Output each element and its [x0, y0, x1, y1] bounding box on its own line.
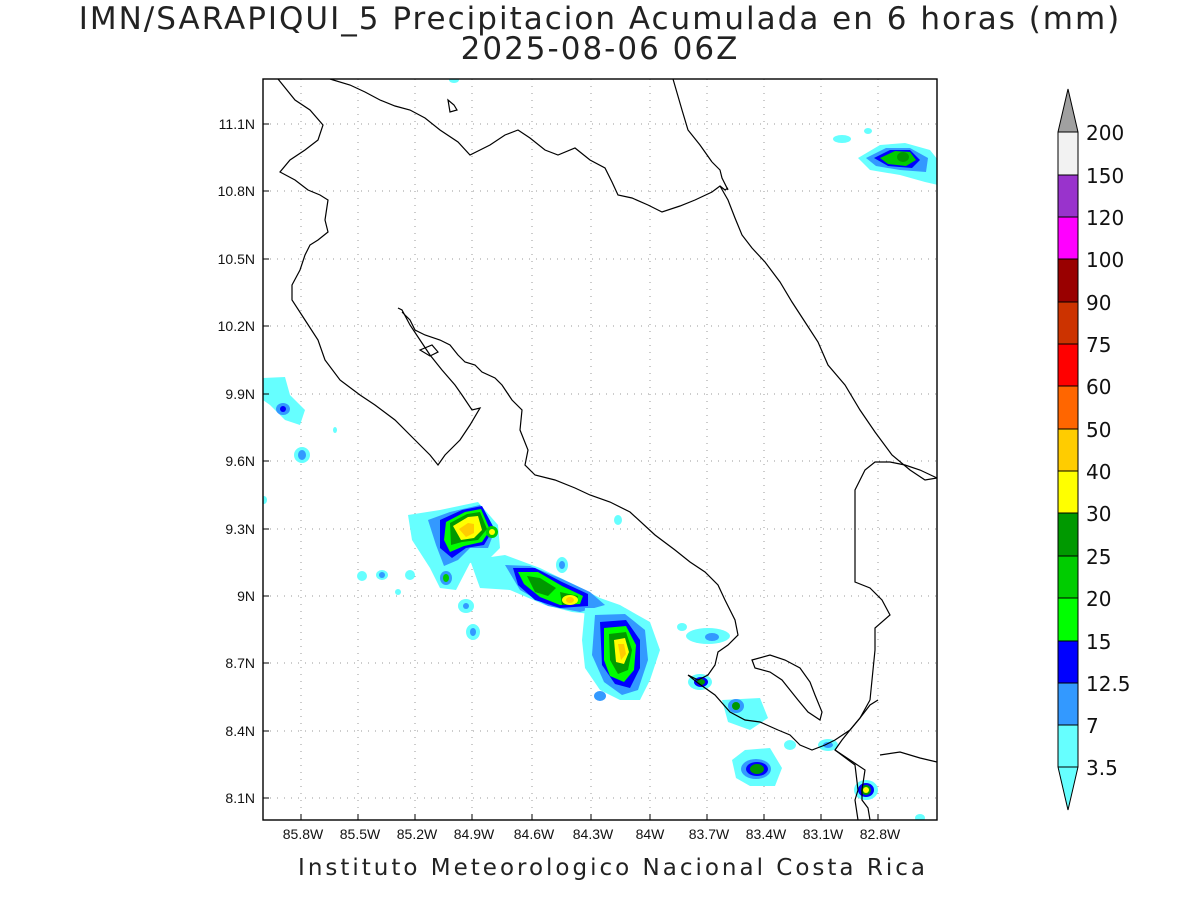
- colorbar-swatch: [1058, 344, 1078, 386]
- colorbar-label: 12.5: [1086, 672, 1131, 696]
- colorbar-label: 7: [1086, 714, 1099, 738]
- colorbar-swatch: [1058, 175, 1078, 217]
- colorbar-label: 40: [1086, 460, 1111, 484]
- colorbar-label: 3.5: [1086, 756, 1118, 780]
- precip-cell-nicoya: [408, 502, 500, 590]
- lat-label: 11.1N: [219, 116, 255, 132]
- colorbar-label: 90: [1086, 291, 1111, 315]
- colorbar-label: 15: [1086, 630, 1111, 654]
- colorbar-low-triangle: [1058, 767, 1078, 810]
- lon-label: 85.5W: [340, 826, 381, 842]
- colorbar-swatch: [1058, 683, 1078, 725]
- colorbar-swatch: [1058, 471, 1078, 513]
- tick-marks: [263, 123, 879, 820]
- lon-label: 85.8W: [283, 826, 324, 842]
- colorbar-swatch: [1058, 725, 1078, 767]
- colorbar-label: 30: [1086, 502, 1111, 526]
- lat-label: 10.8N: [218, 183, 255, 199]
- colorbar-label: 60: [1086, 375, 1111, 399]
- colorbar-high-triangle: [1058, 89, 1078, 132]
- precip-cell-osa: [677, 623, 925, 820]
- lat-label: 8.4N: [225, 723, 255, 739]
- plot-frame: [262, 78, 938, 821]
- lat-label: 10.5N: [218, 251, 255, 267]
- colorbar: 3.5 7 12.5 15 20 25 30 40 50 60 75 90 10…: [1057, 88, 1131, 811]
- colorbar-swatch: [1058, 259, 1078, 302]
- lat-label: 9.9N: [225, 386, 255, 402]
- colorbar-swatch: [1058, 302, 1078, 344]
- lon-label: 83.1W: [803, 826, 844, 842]
- lat-label: 8.1N: [225, 790, 255, 806]
- colorbar-label: 75: [1086, 333, 1111, 357]
- map-grid: [263, 79, 937, 820]
- lon-label: 84.3W: [573, 826, 614, 842]
- colorbar-label: 150: [1086, 164, 1124, 188]
- lon-label: 83.4W: [746, 826, 787, 842]
- lon-label: 84W: [636, 826, 666, 842]
- footer-credit: Instituto Meteorologico Nacional Costa R…: [298, 855, 928, 881]
- precipitation-fields: [263, 79, 937, 820]
- colorbar-swatch: [1058, 429, 1078, 471]
- lon-label: 83.7W: [689, 826, 730, 842]
- map-title: IMN/SARAPIQUI_5 Precipitacion Acumulada …: [78, 1, 1122, 37]
- lat-label: 10.2N: [218, 318, 255, 334]
- colorbar-swatch: [1058, 132, 1078, 175]
- colorbar-swatch: [1058, 386, 1078, 429]
- longitude-labels: 85.8W 85.5W 85.2W 84.9W 84.6W 84.3W 84W …: [283, 826, 901, 842]
- colorbar-swatch: [1058, 513, 1078, 556]
- colorbar-swatch: [1058, 598, 1078, 641]
- lon-label: 82.8W: [860, 826, 901, 842]
- colorbar-label: 120: [1086, 206, 1124, 230]
- colorbar-label: 200: [1086, 121, 1124, 145]
- latitude-labels: 11.1N 10.8N 10.5N 10.2N 9.9N 9.6N 9.3N 9…: [218, 116, 255, 806]
- colorbar-label: 25: [1086, 545, 1111, 569]
- lon-label: 84.9W: [454, 826, 495, 842]
- lat-label: 8.7N: [225, 655, 255, 671]
- lon-label: 85.2W: [397, 826, 438, 842]
- colorbar-label: 50: [1086, 418, 1111, 442]
- precip-cell-quepos: [582, 608, 660, 701]
- colorbar-swatch: [1058, 641, 1078, 683]
- lon-label: 84.6W: [514, 826, 555, 842]
- lat-label: 9.6N: [225, 453, 255, 469]
- map-valid-time: 2025-08-06 06Z: [460, 31, 740, 67]
- lat-label: 9.3N: [225, 521, 255, 537]
- precip-cell-west: [263, 79, 659, 656]
- colorbar-label: 20: [1086, 587, 1111, 611]
- colorbar-label: 100: [1086, 248, 1124, 272]
- colorbar-swatch: [1058, 556, 1078, 598]
- lat-label: 9N: [237, 588, 255, 604]
- coastlines: [277, 79, 937, 820]
- precip-cell-central-pacific: [470, 555, 632, 615]
- precip-cell-caribbean: [833, 128, 937, 185]
- colorbar-swatch: [1058, 217, 1078, 259]
